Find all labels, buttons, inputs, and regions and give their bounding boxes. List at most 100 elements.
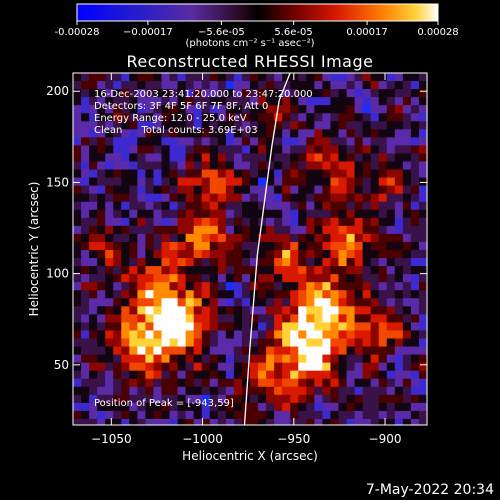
x-tick-label: −1050	[91, 432, 132, 446]
heatmap-cell	[290, 418, 299, 425]
heatmap-cell	[386, 145, 396, 155]
heatmap-cell	[314, 81, 324, 90]
heatmap-cell	[161, 113, 171, 122]
heatmap-cell	[105, 185, 114, 195]
heatmap-cell	[233, 282, 243, 291]
heatmap-cell	[258, 418, 267, 425]
heatmap-cell	[209, 338, 219, 348]
heatmap-cell	[282, 330, 291, 340]
heatmap-cell	[306, 290, 315, 299]
heatmap-cell	[201, 217, 211, 227]
heatmap-cell	[386, 394, 396, 404]
heatmap-cell	[322, 378, 332, 388]
heatmap-cell	[250, 346, 259, 356]
heatmap-cell	[266, 209, 275, 219]
heatmap-cell	[121, 346, 130, 356]
heatmap-cell	[346, 129, 356, 138]
heatmap-cell	[105, 314, 114, 324]
heatmap-cell	[266, 185, 275, 195]
heatmap-cell	[306, 402, 315, 412]
chart-title: Reconstructed RHESSI Image	[126, 52, 374, 71]
heatmap-cell	[386, 402, 396, 412]
heatmap-cell	[209, 298, 219, 307]
heatmap-cell	[274, 362, 283, 372]
heatmap-cell	[201, 209, 211, 219]
heatmap-cell	[394, 113, 404, 122]
heatmap-cell	[81, 370, 90, 380]
heatmap-cell	[153, 258, 163, 267]
colorbar-tick-label: 5.6e-05	[274, 27, 312, 38]
heatmap-cell	[386, 346, 396, 356]
heatmap-cell	[177, 233, 187, 243]
heatmap-cell	[225, 274, 235, 283]
heatmap-cell	[250, 193, 259, 203]
heatmap-cell	[137, 386, 147, 396]
heatmap-cell	[282, 386, 291, 396]
heatmap-cell	[370, 73, 380, 82]
heatmap-cell	[193, 73, 203, 82]
heatmap-cell	[97, 113, 106, 122]
heatmap-cell	[185, 145, 195, 155]
heatmap-cell	[282, 322, 291, 332]
heatmap-cell	[378, 354, 388, 364]
heatmap-cell	[322, 121, 332, 130]
heatmap-cell	[282, 394, 291, 404]
heatmap-cell	[81, 241, 90, 251]
heatmap-cell	[250, 145, 259, 155]
heatmap-cell	[306, 410, 315, 420]
heatmap-cell	[282, 193, 291, 203]
heatmap-cell	[89, 177, 98, 187]
heatmap-cell	[169, 394, 179, 404]
heatmap-cell	[169, 81, 179, 90]
heatmap-cell	[217, 370, 227, 380]
heatmap-cell	[185, 105, 195, 114]
heatmap-cell	[73, 177, 82, 187]
heatmap-cell	[298, 129, 307, 138]
heatmap-cell	[161, 73, 171, 82]
heatmap-cell	[362, 225, 372, 235]
heatmap-cell	[370, 169, 380, 179]
heatmap-cell	[105, 169, 114, 179]
heatmap-cell	[97, 418, 106, 425]
heatmap-cell	[209, 161, 219, 171]
heatmap-cell	[250, 225, 259, 235]
heatmap-cell	[201, 282, 211, 291]
heatmap-cell	[137, 185, 147, 195]
heatmap-cell	[394, 410, 404, 420]
heatmap-cell	[338, 290, 348, 299]
heatmap-cell	[370, 298, 380, 307]
heatmap-cell	[322, 394, 332, 404]
heatmap-cell	[225, 97, 235, 106]
heatmap-cell	[370, 97, 380, 106]
heatmap-cell	[370, 402, 380, 412]
heatmap-cell	[330, 201, 340, 211]
heatmap-cell	[105, 241, 114, 251]
heatmap-cell	[306, 121, 315, 130]
heatmap-cell	[354, 233, 364, 243]
heatmap-cell	[330, 217, 340, 227]
heatmap-cell	[330, 282, 340, 291]
heatmap-cell	[314, 418, 324, 425]
heatmap-cell	[346, 282, 356, 291]
heatmap-cell	[209, 346, 219, 356]
heatmap-cell	[354, 161, 364, 171]
heatmap-cell	[217, 394, 227, 404]
heatmap-cell	[306, 354, 315, 364]
heatmap-cell	[73, 338, 82, 348]
heatmap-cell	[298, 145, 307, 155]
heatmap-cell	[346, 322, 356, 332]
heatmap-cell	[290, 306, 299, 315]
heatmap-cell	[306, 193, 315, 203]
heatmap-cell	[185, 217, 195, 227]
heatmap-cell	[322, 298, 332, 307]
heatmap-cell	[314, 89, 324, 98]
heatmap-cell	[418, 217, 427, 227]
heatmap-cell	[266, 394, 275, 404]
heatmap-cell	[209, 169, 219, 179]
heatmap-cell	[314, 177, 324, 187]
heatmap-cell	[274, 394, 283, 404]
heatmap-cell	[73, 330, 82, 340]
heatmap-cell	[258, 338, 267, 348]
heatmap-cell	[105, 386, 114, 396]
